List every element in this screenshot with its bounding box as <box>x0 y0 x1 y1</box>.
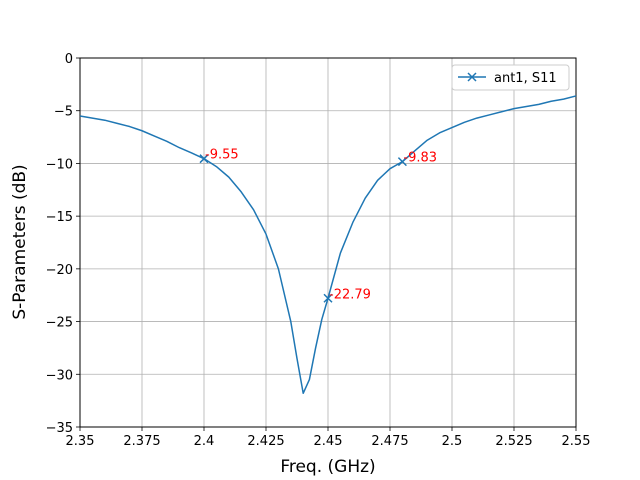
x-tick-label: 2.35 <box>66 434 95 449</box>
y-tick-label: −15 <box>46 210 73 225</box>
legend-marker-x <box>467 72 477 82</box>
x-tick-label: 2.45 <box>314 434 343 449</box>
x-tick-label: 2.525 <box>495 434 532 449</box>
x-tick-label: 2.375 <box>123 434 160 449</box>
data-point-marker <box>323 293 333 303</box>
x-tick-label: 2.55 <box>562 434 591 449</box>
x-tick-label: 2.5 <box>442 434 463 449</box>
y-tick-label: −20 <box>46 263 73 278</box>
legend-box <box>451 64 570 91</box>
data-point-label: -9.55 <box>205 148 239 163</box>
series-group <box>79 95 577 395</box>
annotations: -9.55 -22.79 -9.83 <box>199 148 437 303</box>
x-tick-label: 2.425 <box>247 434 284 449</box>
y-tick-label: −30 <box>46 368 73 383</box>
series-line <box>79 95 577 395</box>
data-point-marker <box>397 157 407 167</box>
x-tick-label: 2.475 <box>371 434 408 449</box>
grid-lines <box>79 57 577 428</box>
y-tick-label: −25 <box>46 316 73 331</box>
y-tick-label: −5 <box>54 105 73 120</box>
data-point-label: -22.79 <box>329 287 371 302</box>
y-axis-title: S-Parameters (dB) <box>10 164 30 319</box>
x-tick-label: 2.4 <box>194 434 215 449</box>
x-axis-title: Freq. (GHz) <box>280 457 375 477</box>
data-point-label: -9.83 <box>403 151 437 166</box>
data-point-marker <box>199 154 209 164</box>
legend: ant1, S11 <box>451 64 570 91</box>
legend-label: ant1, S11 <box>494 71 557 86</box>
y-tick-label: −35 <box>46 421 73 436</box>
y-tick-label: −10 <box>46 157 73 172</box>
x-axis: 2.35 2.375 2.4 2.425 2.45 2.475 2.5 2.525 2.55 <box>66 427 591 449</box>
y-axis: 0 −5 −10 −15 −20 −25 −30 −35 <box>46 52 80 436</box>
y-tick-label: 0 <box>65 52 73 67</box>
